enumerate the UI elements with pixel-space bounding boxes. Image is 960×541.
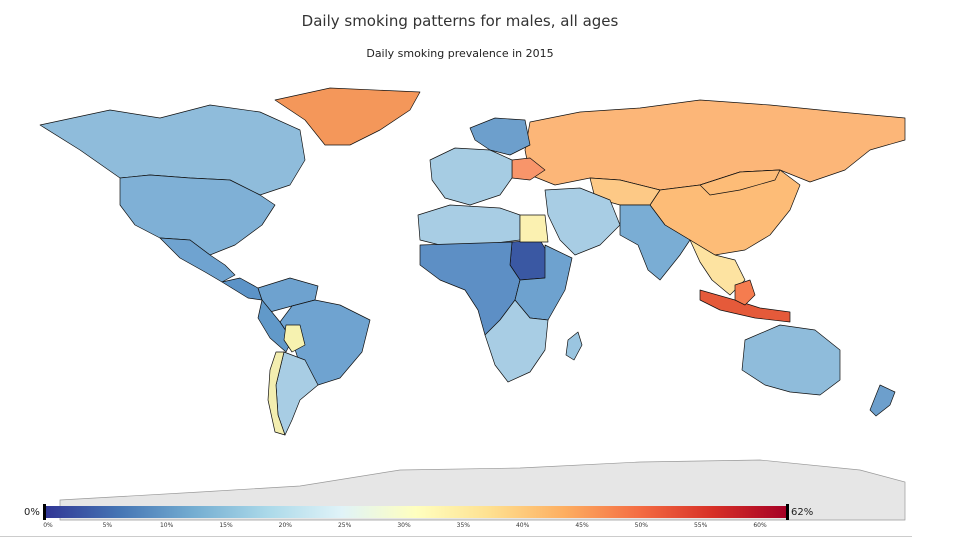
- country-new-zealand[interactable]: [869, 384, 896, 417]
- world-map[interactable]: 0% 5% 10% 15% 20% 25% 30% 35% 40% 45% 50% 55% 60%: [0, 0, 920, 541]
- country-peru[interactable]: [257, 299, 293, 353]
- legend-tick-label: 15%: [219, 522, 233, 529]
- country-australia[interactable]: [741, 324, 841, 396]
- map-title: Daily smoking patterns for males, all ag…: [301, 12, 619, 30]
- bottom-divider: [0, 536, 912, 537]
- legend-tick-label: 5%: [103, 522, 113, 529]
- legend-tick-label: 10%: [160, 522, 174, 529]
- color-legend: 0% 5% 10% 15% 20% 25% 30% 35% 40% 45% 50% 55% 60%: [43, 504, 789, 529]
- country-greenland[interactable]: [274, 87, 421, 146]
- legend-right-handle[interactable]: [786, 504, 789, 520]
- country-middle-east[interactable]: [544, 187, 621, 256]
- country-central-america[interactable]: [221, 277, 263, 301]
- legend-tick-label: 45%: [575, 522, 589, 529]
- map-subtitle: Daily smoking prevalence in 2015: [366, 47, 554, 60]
- legend-tick-label: 55%: [694, 522, 708, 529]
- legend-tick-label: 60%: [753, 522, 767, 529]
- legend-tick-label: 50%: [635, 522, 649, 529]
- country-africa-north[interactable]: [417, 204, 521, 246]
- legend-min-label: 0%: [24, 507, 40, 518]
- country-egypt[interactable]: [519, 214, 549, 243]
- country-india[interactable]: [619, 204, 691, 281]
- country-scandinavia[interactable]: [469, 117, 531, 156]
- country-africa-south[interactable]: [484, 299, 549, 383]
- country-chile[interactable]: [267, 351, 286, 436]
- legend-tick-label: 0%: [43, 522, 53, 529]
- legend-tick-label: 40%: [516, 522, 530, 529]
- legend-tick-label: 25%: [338, 522, 352, 529]
- legend-tick-label: 20%: [279, 522, 293, 529]
- countries-layer[interactable]: [39, 87, 906, 521]
- legend-tick-label: 30%: [397, 522, 411, 529]
- country-philippines[interactable]: [734, 279, 756, 306]
- country-russia[interactable]: [524, 99, 906, 191]
- country-mongolia[interactable]: [699, 169, 781, 196]
- country-united-states[interactable]: [119, 174, 276, 256]
- legend-tick-label: 35%: [457, 522, 471, 529]
- legend-left-handle[interactable]: [43, 504, 46, 520]
- country-bolivia[interactable]: [283, 324, 306, 353]
- country-mexico[interactable]: [159, 237, 236, 283]
- country-antarctica[interactable]: [59, 459, 906, 521]
- country-europe-west[interactable]: [429, 147, 513, 206]
- legend-gradient-bar: [45, 506, 787, 518]
- legend-max-label: 62%: [791, 507, 814, 518]
- country-madagascar[interactable]: [565, 331, 583, 361]
